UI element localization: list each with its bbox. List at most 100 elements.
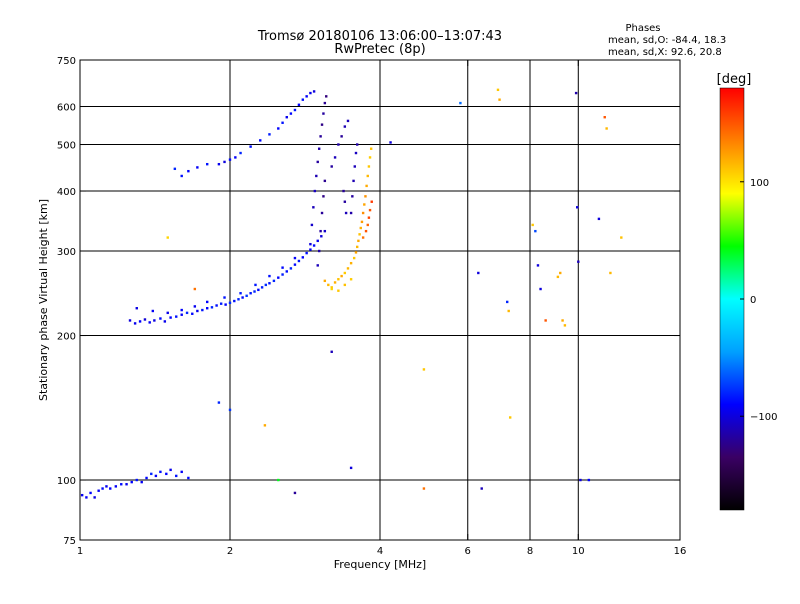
data-point <box>355 143 359 146</box>
data-point <box>105 485 108 488</box>
data-point <box>352 256 356 260</box>
data-point <box>268 282 271 285</box>
y-tick-label: 400 <box>57 187 76 198</box>
data-point <box>367 165 371 168</box>
data-point <box>354 151 358 155</box>
data-point <box>319 229 322 233</box>
data-point <box>316 264 319 267</box>
data-point <box>563 324 567 327</box>
data-point <box>293 491 297 495</box>
data-point <box>285 116 288 119</box>
chart-title: Tromsø 20180106 13:06:00–13:07:43 <box>257 29 502 44</box>
x-axis-label: Frequency [MHz] <box>334 558 426 571</box>
data-point <box>205 300 209 304</box>
data-point <box>349 278 353 281</box>
data-point <box>163 320 167 323</box>
data-point <box>349 261 353 265</box>
data-point <box>422 368 426 371</box>
data-point <box>224 303 227 306</box>
data-point <box>363 203 366 206</box>
data-point <box>358 233 361 236</box>
data-point <box>301 98 305 101</box>
data-point <box>322 195 325 198</box>
data-point <box>289 267 293 270</box>
chart-subtitle: RwPretec (8p) <box>334 42 425 57</box>
stats-line-o: mean, sd,O: -84.4, 18.3 <box>608 35 726 46</box>
x-tick-label: 6 <box>465 546 471 557</box>
data-point <box>323 101 327 105</box>
colorbar-tick-label: 0 <box>750 295 756 306</box>
data-point <box>143 318 147 321</box>
data-point <box>587 478 591 482</box>
data-point <box>114 485 118 488</box>
data-point <box>272 279 276 283</box>
data-point <box>322 112 325 115</box>
data-point <box>159 317 162 320</box>
y-tick-label: 600 <box>57 103 76 114</box>
data-point <box>361 211 365 215</box>
data-point <box>353 165 356 168</box>
data-point <box>128 319 132 322</box>
data-points <box>80 88 623 499</box>
data-point <box>80 493 84 497</box>
data-point <box>173 167 177 171</box>
data-point <box>340 135 343 138</box>
data-point <box>330 350 333 353</box>
data-point <box>312 206 315 209</box>
data-point <box>89 491 92 495</box>
data-point <box>477 271 480 275</box>
data-point <box>301 256 305 259</box>
data-point <box>559 271 562 275</box>
data-point <box>259 139 262 142</box>
data-point <box>349 466 353 470</box>
data-point <box>133 322 137 325</box>
data-point <box>459 101 462 105</box>
data-point <box>97 489 100 492</box>
data-point <box>228 158 232 161</box>
data-point <box>151 309 155 313</box>
data-point <box>130 480 133 484</box>
data-point <box>337 289 340 292</box>
data-point <box>228 301 232 305</box>
data-point <box>323 229 327 233</box>
data-point <box>337 143 340 146</box>
data-point <box>289 112 293 115</box>
data-point <box>357 239 360 243</box>
data-point <box>337 278 340 281</box>
data-point <box>597 217 601 221</box>
colorbar-tick-label: −100 <box>750 412 777 423</box>
y-tick-label: 75 <box>63 536 76 547</box>
data-point <box>325 95 328 98</box>
data-point <box>544 319 547 322</box>
data-point <box>309 242 312 246</box>
stats-heading: Phases <box>625 23 660 34</box>
data-point <box>165 472 168 476</box>
data-point <box>159 470 162 474</box>
data-point <box>508 416 512 419</box>
data-point <box>317 249 321 253</box>
colorbar-ticks: 100 0 −100 <box>740 178 777 423</box>
data-point <box>327 283 330 287</box>
data-point <box>277 276 280 279</box>
data-point <box>366 223 369 227</box>
x-tick-label: 16 <box>674 546 687 557</box>
data-point <box>217 162 221 166</box>
data-point <box>85 496 88 499</box>
data-point <box>368 208 372 212</box>
data-point <box>351 195 354 198</box>
y-axis-label: Stationary phase Virtual Height [km] <box>37 199 50 401</box>
data-point <box>180 470 183 474</box>
data-point <box>605 127 608 130</box>
data-point <box>534 229 537 233</box>
data-point <box>354 251 358 254</box>
data-point <box>233 299 236 303</box>
data-point <box>297 103 301 106</box>
data-point <box>320 235 323 238</box>
data-point <box>109 487 112 490</box>
data-point <box>579 478 582 482</box>
data-point <box>364 195 367 198</box>
data-point <box>323 179 327 183</box>
data-point <box>180 174 183 178</box>
data-point <box>249 145 252 148</box>
